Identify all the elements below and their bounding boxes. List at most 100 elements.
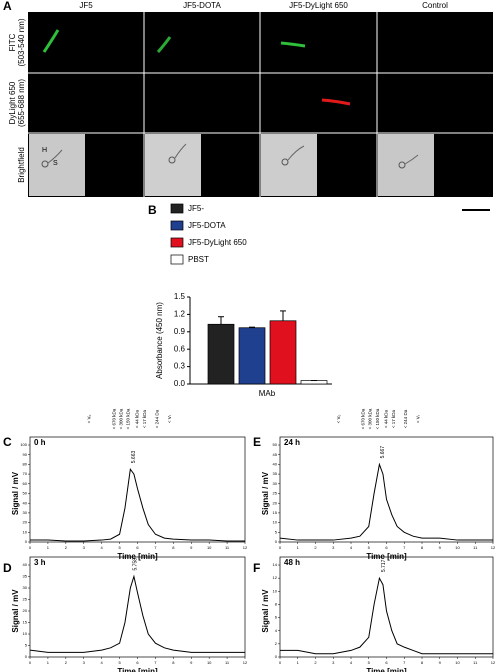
- annotation: H: [42, 147, 47, 154]
- column-header: JF5-DyLight 650: [289, 1, 348, 10]
- y-tick-label: 8: [275, 601, 278, 606]
- x-tick-label: 2: [65, 545, 68, 550]
- column-header: JF5: [79, 1, 93, 10]
- y-tick-label: 15: [273, 510, 278, 515]
- x-tick-label: 6: [136, 545, 139, 550]
- y-tick-label: 40: [23, 562, 28, 567]
- cell-tail: [174, 143, 187, 159]
- y-tick-label: 100: [20, 442, 27, 447]
- y-tick-label: 0.0: [174, 379, 186, 388]
- y-tick-label: 35: [23, 574, 28, 579]
- y-tick-label: 6: [275, 615, 278, 620]
- cell-tail: [287, 145, 305, 161]
- y-tick-label: 12: [273, 575, 278, 580]
- size-marker: < 300 kDa: [368, 408, 373, 429]
- y-tick-label: 0: [25, 654, 28, 659]
- x-tick-label: 9: [439, 660, 442, 665]
- y-axis-label: Signal / mV: [261, 471, 270, 515]
- x-tick-label: 4: [350, 660, 353, 665]
- x-tick-label: 7: [403, 660, 406, 665]
- chart-title: 48 h: [284, 558, 300, 567]
- plot-frame: [279, 436, 494, 543]
- x-axis-label: Time [min]: [366, 552, 407, 561]
- cell: [41, 160, 49, 168]
- y-tick-label: 35: [273, 471, 278, 476]
- size-marker: < 44 kDa: [384, 409, 389, 428]
- y-tick-label: 2: [275, 641, 278, 646]
- y-tick-label: 30: [273, 481, 278, 486]
- size-marker: < Vₜ: [416, 414, 421, 423]
- x-tick-label: 3: [83, 660, 86, 665]
- peak-label: 5.758: [132, 558, 138, 571]
- panel-label: B: [148, 203, 157, 217]
- y-axis-label: Signal / mV: [11, 471, 20, 515]
- panel-label: C: [3, 435, 12, 449]
- y-tick-label: 10: [23, 529, 28, 534]
- y-tick-label: 25: [273, 491, 278, 496]
- y-tick-label: 40: [23, 500, 28, 505]
- y-tick-label: 4: [275, 628, 278, 633]
- y-tick-label: 30: [23, 510, 28, 515]
- legend-label: JF5-DOTA: [188, 221, 226, 230]
- x-tick-label: 4: [101, 545, 104, 550]
- y-tick-label: 0.6: [174, 344, 186, 353]
- y-tick-label: 90: [23, 452, 28, 457]
- x-tick-label: 3: [332, 545, 335, 550]
- grid-divider: [28, 12, 493, 197]
- peak-label: 5.663: [131, 451, 137, 464]
- y-tick-label: 60: [23, 481, 28, 486]
- row-label: DyLight 650: [8, 81, 17, 124]
- x-tick-label: 12: [491, 545, 496, 550]
- y-tick-label: 50: [273, 442, 278, 447]
- green-signal: [156, 36, 172, 53]
- x-tick-label: 12: [491, 660, 496, 665]
- size-marker: < 17 kDa: [142, 409, 147, 428]
- x-tick-label: 10: [207, 660, 212, 665]
- brightfield-image: [29, 134, 85, 196]
- y-tick-label: 14: [273, 562, 278, 567]
- y-axis-label: Signal / mV: [261, 589, 270, 633]
- x-tick-label: 11: [473, 545, 478, 550]
- y-tick-label: 5: [25, 643, 28, 648]
- chart-title: 24 h: [284, 438, 300, 447]
- plot-frame: [29, 556, 246, 658]
- x-tick-label: 4: [101, 660, 104, 665]
- size-marker: < 244 Da: [154, 409, 159, 428]
- legend-label: JF5-DyLight 650: [188, 238, 247, 247]
- x-tick-label: 9: [190, 660, 193, 665]
- y-tick-label: 0: [275, 539, 278, 544]
- y-tick-label: 50: [23, 491, 28, 496]
- bar: [238, 327, 266, 385]
- x-tick-label: 8: [421, 545, 424, 550]
- x-tick-label: 6: [136, 660, 139, 665]
- green-signal: [42, 29, 60, 53]
- x-tick-label: 7: [154, 660, 157, 665]
- legend-label: PBST: [188, 255, 209, 264]
- trace: [279, 462, 493, 541]
- x-tick-label: 9: [439, 545, 442, 550]
- x-tick-label: 0: [29, 660, 32, 665]
- legend-swatch: [170, 254, 184, 265]
- x-axis-label: Time [min]: [117, 552, 158, 561]
- cell: [398, 161, 406, 169]
- x-tick-label: 10: [207, 545, 212, 550]
- peak-label: 5.667: [380, 446, 386, 459]
- size-marker: < 300 kDa: [119, 408, 124, 429]
- legend-swatch: [170, 203, 184, 214]
- x-tick-label: 8: [172, 660, 175, 665]
- y-tick-label: 5: [275, 529, 278, 534]
- y-tick-label: 20: [23, 608, 28, 613]
- size-marker: < 44 kDa: [135, 409, 140, 428]
- x-tick-label: 5: [368, 660, 371, 665]
- cell-tail: [47, 149, 63, 164]
- y-tick-label: 45: [273, 452, 278, 457]
- x-axis-label: Time [min]: [366, 667, 407, 672]
- x-tick-label: 2: [65, 660, 68, 665]
- panel-label: F: [253, 561, 260, 575]
- x-tick-label: 0: [29, 545, 32, 550]
- size-marker: < V₀: [86, 414, 91, 423]
- green-signal: [280, 41, 306, 48]
- x-tick-label: 11: [225, 545, 230, 550]
- y-tick-label: 10: [23, 631, 28, 636]
- trace: [29, 574, 245, 653]
